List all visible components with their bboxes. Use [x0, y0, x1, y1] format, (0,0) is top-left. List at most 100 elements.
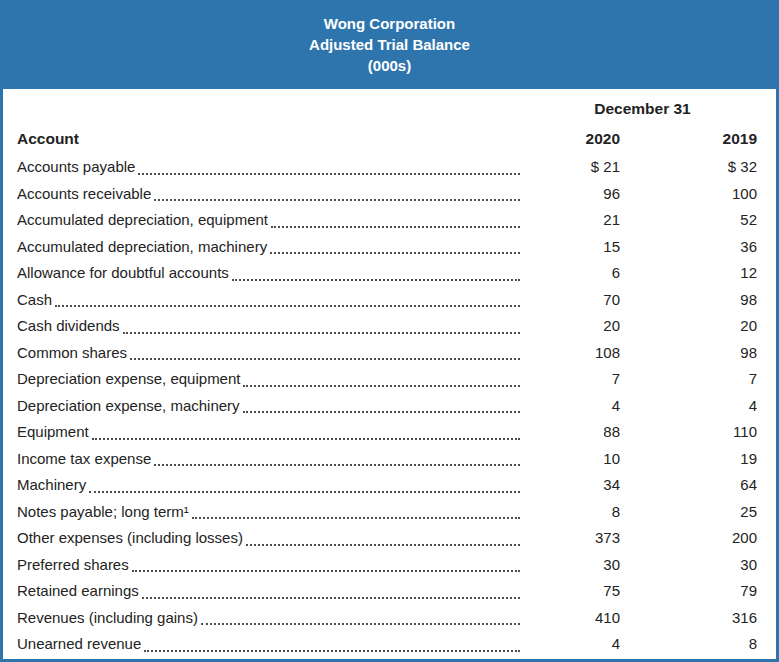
dotted-leader — [270, 252, 520, 254]
table-row: Depreciation expense, equipment 7 7 — [17, 365, 757, 392]
value-2019: 36 — [620, 238, 757, 255]
value-2020: 75 — [528, 582, 620, 599]
account-label: Depreciation expense, equipment — [17, 370, 240, 387]
company-name: Wong Corporation — [0, 13, 779, 34]
dotted-leader — [89, 491, 520, 493]
table-row: Common shares 108 98 — [17, 339, 757, 366]
account-label: Unearned revenue — [17, 635, 141, 652]
value-2020: 15 — [528, 238, 620, 255]
dotted-leader — [55, 305, 520, 307]
table-row: Accounts payable $ 21 $ 32 — [17, 153, 757, 180]
value-2020: 8 — [528, 503, 620, 520]
table-row: Cash 70 98 — [17, 286, 757, 313]
value-2019: 200 — [620, 529, 757, 546]
value-2020: 6 — [528, 264, 620, 281]
table-rows: Accounts payable $ 21 $ 32 Accounts rece… — [17, 153, 757, 657]
dotted-leader — [246, 544, 520, 546]
value-2019: $ 32 — [620, 158, 757, 175]
date-header: December 31 — [528, 100, 757, 118]
value-2020: 10 — [528, 450, 620, 467]
table-row: Accumulated depreciation, equipment 21 5… — [17, 206, 757, 233]
dotted-leader — [138, 173, 520, 175]
value-2020: 34 — [528, 476, 620, 493]
dotted-leader — [123, 332, 520, 334]
dotted-leader — [154, 464, 520, 466]
value-2019: 52 — [620, 211, 757, 228]
account-label: Income tax expense — [17, 450, 151, 467]
table-row: Income tax expense 10 19 — [17, 445, 757, 472]
column-header-row: Account 2020 2019 — [17, 125, 757, 153]
table-row: Notes payable; long term¹ 8 25 — [17, 498, 757, 525]
dotted-leader — [142, 597, 520, 599]
value-2019: 316 — [620, 609, 757, 626]
value-2020: 410 — [528, 609, 620, 626]
dotted-leader — [154, 199, 520, 201]
value-2019: 79 — [620, 582, 757, 599]
value-2019: 12 — [620, 264, 757, 281]
column-header-2019: 2019 — [620, 130, 757, 148]
account-label: Depreciation expense, machinery — [17, 397, 240, 414]
value-2019: 98 — [620, 291, 757, 308]
account-label: Cash — [17, 291, 52, 308]
table-row: Revenues (including gains) 410 316 — [17, 604, 757, 631]
account-label: Equipment — [17, 423, 89, 440]
table-row: Retained earnings 75 79 — [17, 577, 757, 604]
value-2019: 4 — [620, 397, 757, 414]
value-2020: 373 — [528, 529, 620, 546]
table-row: Machinery 34 64 — [17, 471, 757, 498]
table-row: Cash dividends 20 20 — [17, 312, 757, 339]
table-row: Unearned revenue 4 8 — [17, 630, 757, 657]
dotted-leader — [192, 517, 520, 519]
title-banner: Wong Corporation Adjusted Trial Balance … — [0, 0, 779, 89]
trial-balance-table: December 31 Account 2020 2019 Accounts p… — [0, 89, 779, 662]
value-2020: 88 — [528, 423, 620, 440]
account-label: Allowance for doubtful accounts — [17, 264, 229, 281]
value-2020: 4 — [528, 635, 620, 652]
dotted-leader — [232, 279, 520, 281]
table-row: Equipment 88 110 — [17, 418, 757, 445]
dotted-leader — [92, 438, 520, 440]
value-2020: 20 — [528, 317, 620, 334]
value-2020: $ 21 — [528, 158, 620, 175]
account-label: Retained earnings — [17, 582, 139, 599]
table-row: Accumulated depreciation, machinery 15 3… — [17, 233, 757, 260]
account-label: Accumulated depreciation, machinery — [17, 238, 267, 255]
value-2019: 100 — [620, 185, 757, 202]
value-2019: 25 — [620, 503, 757, 520]
value-2020: 21 — [528, 211, 620, 228]
dotted-leader — [243, 411, 520, 413]
dotted-leader — [243, 385, 520, 387]
value-2020: 7 — [528, 370, 620, 387]
account-label: Preferred shares — [17, 556, 129, 573]
value-2019: 19 — [620, 450, 757, 467]
account-label: Notes payable; long term¹ — [17, 503, 189, 520]
value-2019: 110 — [620, 423, 757, 440]
statement-title: Adjusted Trial Balance — [0, 34, 779, 55]
value-2019: 64 — [620, 476, 757, 493]
value-2020: 96 — [528, 185, 620, 202]
dotted-leader — [132, 570, 520, 572]
account-label: Accumulated depreciation, equipment — [17, 211, 268, 228]
column-header-account: Account — [17, 130, 528, 148]
value-2020: 108 — [528, 344, 620, 361]
value-2020: 70 — [528, 291, 620, 308]
trial-balance-document: Wong Corporation Adjusted Trial Balance … — [0, 0, 779, 662]
value-2019: 20 — [620, 317, 757, 334]
units-label: (000s) — [0, 55, 779, 76]
column-header-2020: 2020 — [528, 130, 620, 148]
date-header-row: December 31 — [17, 100, 757, 125]
account-label: Accounts receivable — [17, 185, 151, 202]
account-label: Common shares — [17, 344, 127, 361]
account-label: Other expenses (including losses) — [17, 529, 243, 546]
table-row: Preferred shares 30 30 — [17, 551, 757, 578]
value-2019: 98 — [620, 344, 757, 361]
account-label: Cash dividends — [17, 317, 120, 334]
dotted-leader — [271, 226, 520, 228]
account-label: Machinery — [17, 476, 86, 493]
value-2019: 30 — [620, 556, 757, 573]
account-label: Revenues (including gains) — [17, 609, 198, 626]
table-row: Depreciation expense, machinery 4 4 — [17, 392, 757, 419]
value-2019: 8 — [620, 635, 757, 652]
table-row: Other expenses (including losses) 373 20… — [17, 524, 757, 551]
dotted-leader — [201, 623, 520, 625]
